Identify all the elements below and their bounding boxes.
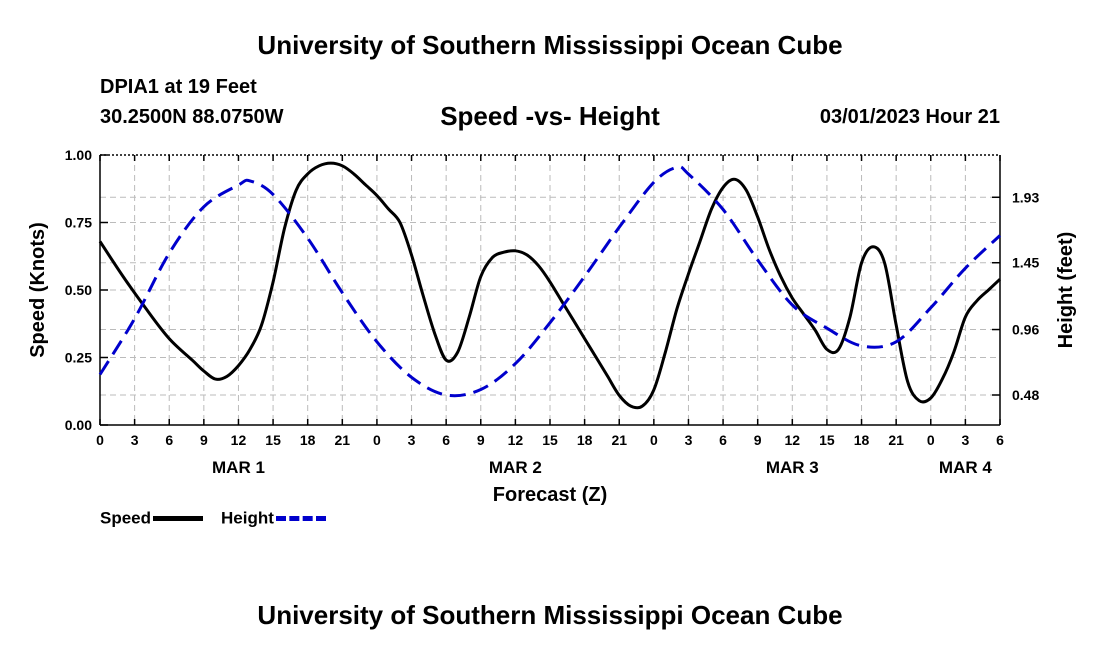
height-series-line: [98, 165, 1002, 398]
x-tick-label: 15: [265, 432, 281, 448]
y-tick-label: 0.50: [65, 282, 92, 298]
x-tick-label: 3: [408, 432, 416, 448]
legend-height-label: Height: [221, 508, 274, 528]
y-tick-label: 0.75: [65, 215, 92, 231]
bottom-title: University of Southern Mississippi Ocean…: [257, 600, 843, 630]
x-tick-label: 6: [165, 432, 173, 448]
x-tick-label: 15: [542, 432, 558, 448]
x-tick-label: 9: [477, 432, 485, 448]
coordinates-label: 30.2500N 88.0750W: [100, 106, 284, 128]
legend-speed-label: Speed: [100, 508, 152, 528]
y2-tick-label: 0.96: [1012, 322, 1039, 338]
x-tick-label: 12: [231, 432, 247, 448]
y-tick-label: 0.25: [65, 350, 92, 366]
top-title: University of Southern Mississippi Ocean…: [257, 30, 843, 60]
x-tick-label: 12: [785, 432, 801, 448]
station-label: DPIA1 at 19 Feet: [100, 76, 257, 98]
legend-speed-swatch: [153, 516, 204, 522]
x-date-label: MAR 1: [212, 458, 265, 477]
x-tick-label: 0: [373, 432, 381, 448]
y2-tick-label: 1.93: [1012, 189, 1039, 205]
x-tick-label: 6: [442, 432, 450, 448]
y-axis-title: Speed (Knots): [27, 222, 49, 358]
forecast-datetime: 03/01/2023 Hour 21: [819, 106, 1000, 128]
x-tick-label: 3: [685, 432, 693, 448]
x-tick-label: 0: [927, 432, 935, 448]
x-tick-label: 18: [577, 432, 593, 448]
chart-subtitle: Speed -vs- Height: [440, 101, 660, 131]
y2-tick-label: 1.45: [1012, 255, 1039, 271]
x-date-label: MAR 2: [489, 458, 542, 477]
x-tick-label: 3: [961, 432, 969, 448]
legend: Speed Height: [100, 508, 326, 529]
x-tick-label: 0: [650, 432, 658, 448]
x-tick-label: 18: [854, 432, 870, 448]
speed-series-line: [98, 161, 1002, 410]
x-tick-label: 6: [719, 432, 727, 448]
x-tick-label: 3: [131, 432, 139, 448]
x-tick-label: 0: [96, 432, 104, 448]
y2-tick-label: 0.48: [1012, 387, 1039, 403]
x-tick-label: 9: [200, 432, 208, 448]
legend-height-swatch: [275, 516, 326, 522]
x-tick-label: 18: [300, 432, 316, 448]
x-axis-title: Forecast (Z): [493, 484, 607, 506]
x-tick-label: 9: [754, 432, 762, 448]
y2-axis-title: Height (feet): [1055, 232, 1077, 349]
x-tick-label: 15: [819, 432, 835, 448]
x-tick-label: 12: [508, 432, 524, 448]
x-tick-label: 21: [888, 432, 904, 448]
x-date-label: MAR 3: [766, 458, 819, 477]
x-tick-label: 6: [996, 432, 1004, 448]
x-tick-label: 21: [335, 432, 351, 448]
x-date-label: MAR 4: [939, 458, 992, 477]
x-tick-label: 21: [611, 432, 627, 448]
y-tick-label: 0.00: [65, 417, 92, 433]
y-tick-label: 1.00: [65, 147, 92, 163]
